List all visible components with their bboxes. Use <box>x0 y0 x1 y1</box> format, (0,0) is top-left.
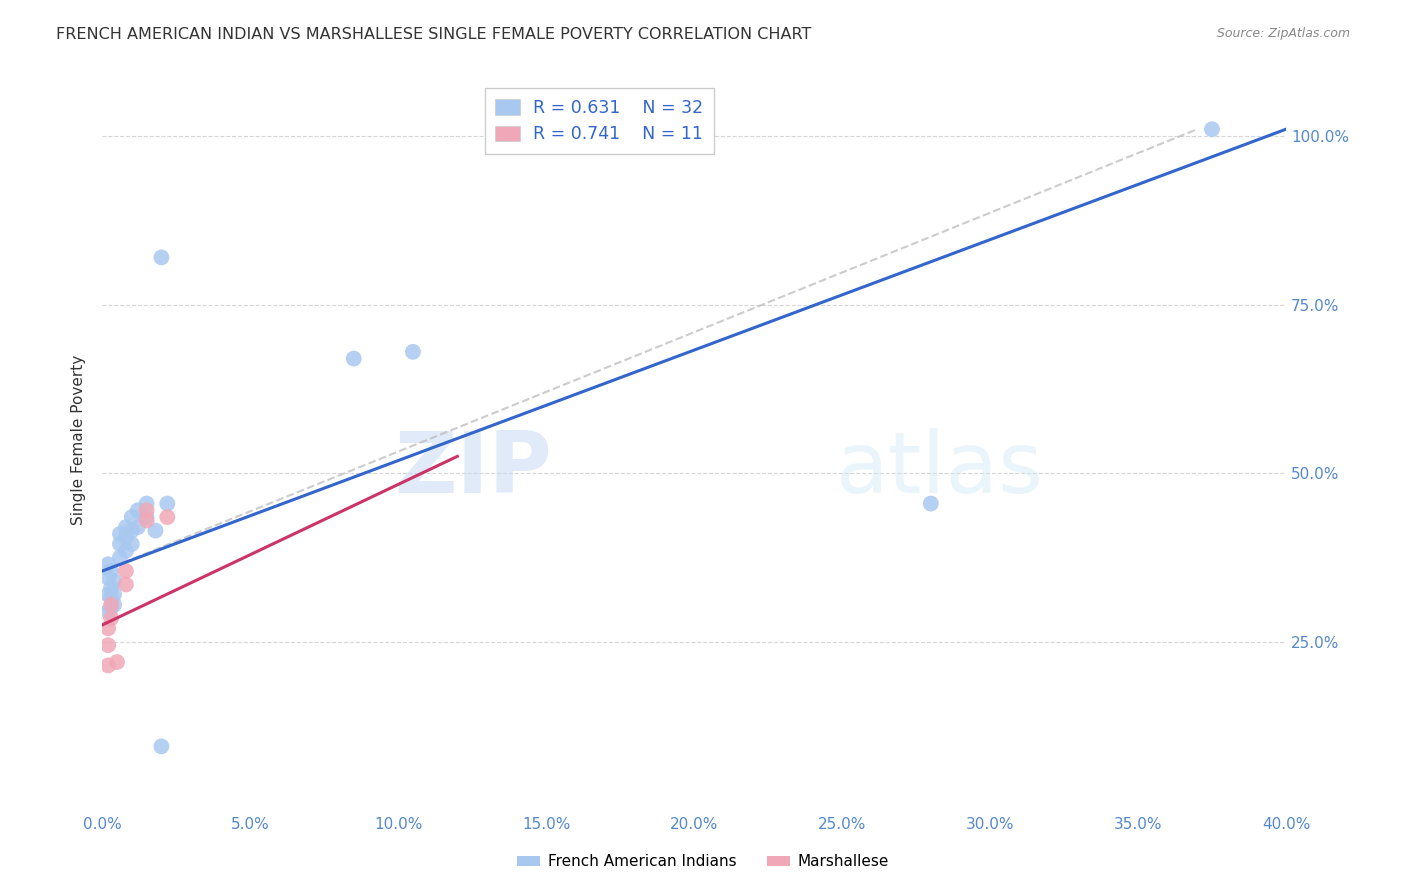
Point <box>97 588 120 602</box>
Point <box>127 503 149 517</box>
Point <box>135 510 157 524</box>
Point <box>97 658 120 673</box>
Point <box>97 605 120 619</box>
Point <box>127 520 149 534</box>
Point <box>115 577 138 591</box>
Point <box>115 564 138 578</box>
Point <box>121 524 143 538</box>
Point <box>100 591 122 605</box>
Point <box>920 497 942 511</box>
Point <box>100 598 122 612</box>
Point <box>97 558 120 572</box>
Point <box>150 251 173 265</box>
Point <box>121 537 143 551</box>
Point <box>135 497 157 511</box>
Point <box>135 503 157 517</box>
Point <box>135 513 157 527</box>
Point <box>108 527 131 541</box>
Text: atlas: atlas <box>837 427 1045 510</box>
Point <box>97 621 120 635</box>
Point <box>100 564 122 578</box>
Point <box>108 550 131 565</box>
Point <box>150 739 173 754</box>
Point <box>97 638 120 652</box>
Text: FRENCH AMERICAN INDIAN VS MARSHALLESE SINGLE FEMALE POVERTY CORRELATION CHART: FRENCH AMERICAN INDIAN VS MARSHALLESE SI… <box>56 27 811 42</box>
Y-axis label: Single Female Poverty: Single Female Poverty <box>72 354 86 524</box>
Point <box>103 598 125 612</box>
Legend: R = 0.631    N = 32, R = 0.741    N = 11: R = 0.631 N = 32, R = 0.741 N = 11 <box>485 88 714 153</box>
Point <box>115 543 138 558</box>
Point <box>97 571 120 585</box>
Point <box>1201 122 1223 136</box>
Point <box>115 530 138 544</box>
Point <box>108 537 131 551</box>
Point <box>103 588 125 602</box>
Point <box>103 574 125 588</box>
Point <box>121 510 143 524</box>
Point <box>145 524 167 538</box>
Point <box>100 601 122 615</box>
Text: Source: ZipAtlas.com: Source: ZipAtlas.com <box>1216 27 1350 40</box>
Point <box>156 510 179 524</box>
Point <box>105 655 128 669</box>
Point <box>156 497 179 511</box>
Point <box>115 520 138 534</box>
Point <box>100 581 122 595</box>
Legend: French American Indians, Marshallese: French American Indians, Marshallese <box>510 848 896 875</box>
Text: ZIP: ZIP <box>394 427 553 510</box>
Point <box>100 611 122 625</box>
Point <box>343 351 366 366</box>
Point <box>402 344 425 359</box>
